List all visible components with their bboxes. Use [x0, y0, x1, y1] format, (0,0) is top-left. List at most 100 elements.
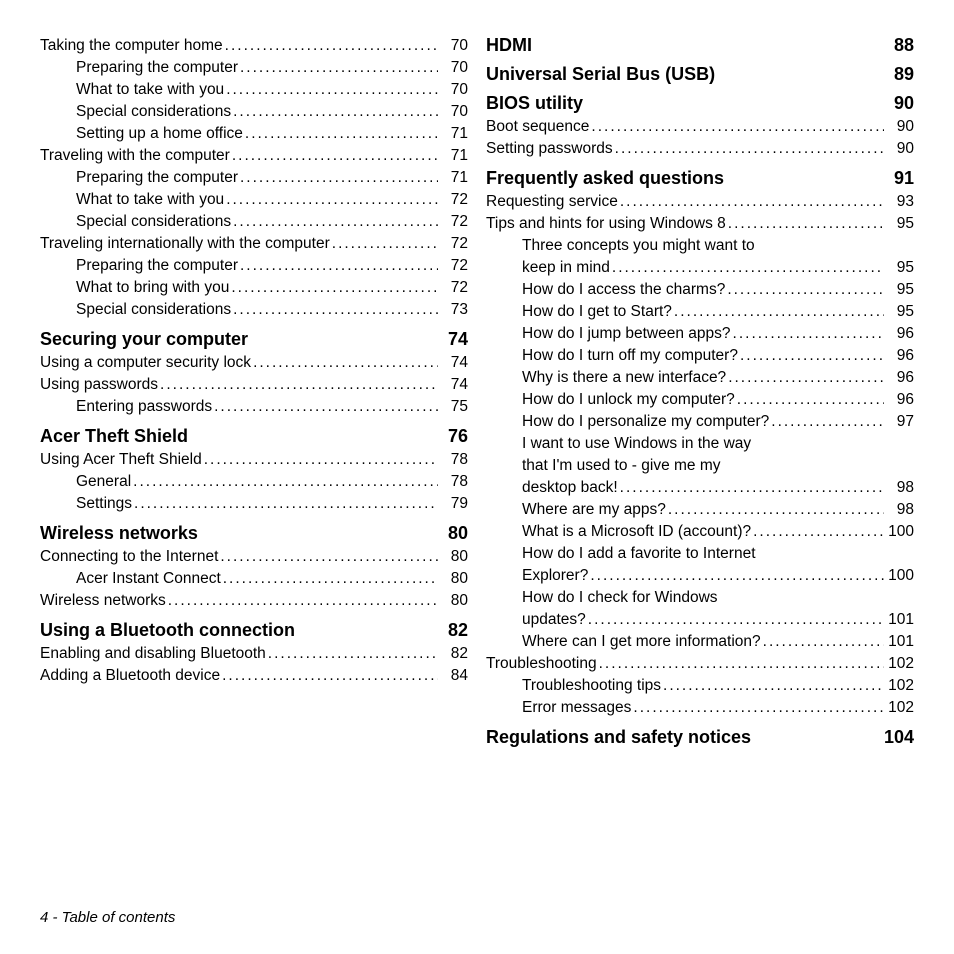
entry-text: Why is there a new interface? [522, 367, 726, 389]
toc-section-heading: HDMI88 [486, 35, 914, 56]
entry-page: 97 [886, 411, 914, 433]
dot-leader [245, 123, 438, 145]
entry-page: 80 [440, 568, 468, 590]
dot-leader [204, 449, 438, 471]
entry-page: 73 [440, 299, 468, 321]
entry-page: 96 [886, 389, 914, 411]
entry-page: 101 [886, 609, 914, 631]
entry-text: General [76, 471, 131, 493]
entry-page: 70 [440, 35, 468, 57]
toc-entry: Using Acer Theft Shield78 [40, 449, 468, 471]
entry-page: 90 [886, 138, 914, 160]
toc-entry: Preparing the computer70 [40, 57, 468, 79]
dot-leader [225, 35, 438, 57]
dot-leader [233, 299, 438, 321]
toc-section-heading: Universal Serial Bus (USB)89 [486, 64, 914, 85]
entry-page: 95 [886, 213, 914, 235]
toc-entry: Requesting service93 [486, 191, 914, 213]
dot-leader [620, 477, 884, 499]
dot-leader [240, 167, 438, 189]
entry-text: Acer Instant Connect [76, 568, 221, 590]
entry-page: 95 [886, 257, 914, 279]
entry-text: How do I turn off my computer? [522, 345, 738, 367]
entry-text-line: How do I check for Windows [486, 587, 914, 609]
toc-section-heading: Regulations and safety notices104 [486, 727, 914, 748]
dot-leader [728, 213, 884, 235]
toc-entry: Special considerations70 [40, 101, 468, 123]
dot-leader [733, 323, 884, 345]
entry-text: Requesting service [486, 191, 618, 213]
toc-entry: Wireless networks80 [40, 590, 468, 612]
entry-text: Tips and hints for using Windows 8 [486, 213, 726, 235]
heading-text: Regulations and safety notices [486, 727, 751, 748]
entry-page: 74 [440, 374, 468, 396]
entry-page: 72 [440, 189, 468, 211]
toc-entry: What to take with you72 [40, 189, 468, 211]
heading-page: 76 [448, 426, 468, 447]
toc-entry: Acer Instant Connect 80 [40, 568, 468, 590]
toc-entry: Using a computer security lock74 [40, 352, 468, 374]
entry-text-line: that I'm used to - give me my [486, 455, 914, 477]
heading-page: 89 [894, 64, 914, 85]
entry-text: Using a computer security lock [40, 352, 251, 374]
entry-page: 96 [886, 323, 914, 345]
entry-text: Preparing the computer [76, 57, 238, 79]
entry-page: 84 [440, 665, 468, 687]
dot-leader [674, 301, 884, 323]
entry-page: 96 [886, 367, 914, 389]
toc-entry: How do I unlock my computer?96 [486, 389, 914, 411]
entry-text: How do I jump between apps? [522, 323, 731, 345]
dot-leader [612, 257, 884, 279]
toc-entry: desktop back!98 [486, 477, 914, 499]
entry-text: updates? [522, 609, 586, 631]
dot-leader [268, 643, 438, 665]
dot-leader [233, 101, 438, 123]
toc-entry: Setting passwords 90 [486, 138, 914, 160]
toc-entry: Taking the computer home70 [40, 35, 468, 57]
dot-leader [753, 521, 884, 543]
entry-text: Setting passwords [486, 138, 613, 160]
dot-leader [240, 255, 438, 277]
entry-text: How do I get to Start? [522, 301, 672, 323]
toc-entry: Special considerations72 [40, 211, 468, 233]
entry-page: 70 [440, 79, 468, 101]
dot-leader [240, 57, 438, 79]
heading-page: 90 [894, 93, 914, 114]
entry-text: What to bring with you [76, 277, 229, 299]
entry-text: Error messages [522, 697, 631, 719]
entry-page: 98 [886, 499, 914, 521]
toc-entry: What to bring with you72 [40, 277, 468, 299]
toc-entry: How do I turn off my computer?96 [486, 345, 914, 367]
entry-page: 95 [886, 301, 914, 323]
toc-entry: Troubleshooting102 [486, 653, 914, 675]
entry-text: Traveling with the computer [40, 145, 230, 167]
dot-leader [663, 675, 884, 697]
entry-page: 80 [440, 546, 468, 568]
dot-leader [226, 79, 438, 101]
dot-leader [134, 493, 438, 515]
toc-entry: How do I get to Start? 95 [486, 301, 914, 323]
entry-page: 82 [440, 643, 468, 665]
toc-entry: Entering passwords75 [40, 396, 468, 418]
dot-leader [763, 631, 884, 653]
dot-leader [133, 471, 438, 493]
entry-text: Special considerations [76, 299, 231, 321]
toc-entry: Connecting to the Internet80 [40, 546, 468, 568]
entry-text: Settings [76, 493, 132, 515]
dot-leader [222, 665, 438, 687]
entry-text: Wireless networks [40, 590, 166, 612]
entry-text: How do I access the charms? [522, 279, 725, 301]
entry-page: 79 [440, 493, 468, 515]
dot-leader [332, 233, 438, 255]
toc-entry: Preparing the computer71 [40, 167, 468, 189]
entry-text: Setting up a home office [76, 123, 243, 145]
entry-page: 102 [886, 675, 914, 697]
entry-text: Using passwords [40, 374, 158, 396]
entry-page: 100 [886, 521, 914, 543]
dot-leader [590, 565, 884, 587]
entry-text: Boot sequence [486, 116, 589, 138]
entry-page: 101 [886, 631, 914, 653]
heading-page: 74 [448, 329, 468, 350]
toc-entry: How do I personalize my computer?97 [486, 411, 914, 433]
toc-entry: What to take with you70 [40, 79, 468, 101]
